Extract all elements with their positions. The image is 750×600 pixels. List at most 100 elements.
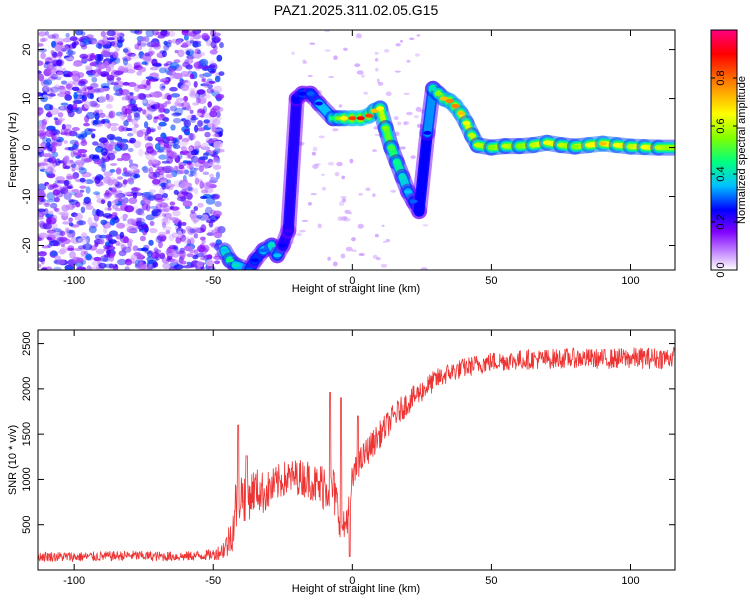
noise-blob xyxy=(41,37,48,42)
noise-blob xyxy=(54,44,62,52)
noise-blob xyxy=(101,87,110,92)
noise-blob xyxy=(46,137,52,144)
noise-blob xyxy=(124,258,132,266)
noise-blob xyxy=(399,40,404,43)
noise-blob xyxy=(390,189,396,193)
noise-blob xyxy=(129,137,137,144)
y-tick-label: -20 xyxy=(21,238,33,254)
noise-blob xyxy=(312,164,319,170)
y-tick-label: 2000 xyxy=(21,377,33,401)
noise-blob xyxy=(393,116,399,121)
noise-blob xyxy=(85,253,92,261)
noise-blob xyxy=(194,177,200,185)
noise-blob xyxy=(130,165,139,171)
noise-blob xyxy=(63,73,71,78)
noise-blob xyxy=(406,111,413,116)
ridge-point xyxy=(445,99,454,103)
noise-blob xyxy=(340,196,347,199)
noise-blob xyxy=(172,210,181,217)
noise-blob xyxy=(189,228,197,234)
noise-blob xyxy=(102,44,112,49)
noise-blob xyxy=(77,237,88,244)
noise-blob xyxy=(168,244,177,250)
noise-blob xyxy=(96,210,104,217)
spectrogram-x-label: Height of straight line (km) xyxy=(292,283,420,295)
y-tick-label: 2500 xyxy=(21,331,33,355)
noise-blob xyxy=(56,119,63,124)
noise-blob xyxy=(161,94,167,100)
noise-blob xyxy=(202,72,212,78)
noise-blob xyxy=(318,135,325,139)
noise-blob xyxy=(63,179,70,187)
noise-blob xyxy=(57,51,63,57)
noise-blob xyxy=(134,43,139,50)
noise-blob xyxy=(145,113,151,118)
noise-blob xyxy=(168,266,177,270)
ridge-point xyxy=(451,103,460,108)
noise-blob xyxy=(349,158,354,164)
noise-blob xyxy=(117,32,125,38)
noise-blob xyxy=(182,137,190,143)
noise-blob xyxy=(161,166,171,174)
noise-blob xyxy=(40,37,46,43)
noise-blob xyxy=(141,53,151,62)
noise-blob xyxy=(162,226,172,231)
noise-blob xyxy=(117,258,127,266)
noise-blob xyxy=(46,125,56,132)
noise-blob xyxy=(148,239,154,246)
noise-blob xyxy=(137,208,143,215)
noise-blob xyxy=(42,85,50,94)
noise-blob xyxy=(147,136,153,142)
noise-blob xyxy=(130,187,141,191)
noise-blob xyxy=(72,80,81,86)
noise-blob xyxy=(89,266,100,270)
noise-blob xyxy=(170,93,181,98)
noise-blob xyxy=(38,211,45,218)
noise-blob xyxy=(67,104,74,111)
noise-blob xyxy=(144,55,152,64)
noise-blob xyxy=(192,227,201,234)
noise-blob xyxy=(186,104,191,111)
noise-blob xyxy=(80,140,88,147)
noise-blob xyxy=(151,210,159,217)
noise-blob xyxy=(106,133,116,141)
noise-blob xyxy=(338,104,343,108)
noise-blob xyxy=(415,106,422,112)
noise-blob xyxy=(132,126,137,134)
ridge-point xyxy=(654,145,663,150)
noise-blob xyxy=(178,140,189,147)
noise-blob xyxy=(171,232,178,239)
noise-blob xyxy=(42,223,53,230)
noise-blob xyxy=(86,34,94,39)
noise-blob xyxy=(79,53,89,59)
ridge-point xyxy=(467,133,476,138)
noise-blob xyxy=(181,236,191,244)
noise-blob xyxy=(64,165,71,170)
noise-blob xyxy=(111,200,119,204)
noise-blob xyxy=(383,49,390,53)
noise-blob xyxy=(189,132,194,141)
noise-blob xyxy=(196,97,201,104)
noise-blob xyxy=(179,170,184,174)
noise-blob xyxy=(180,84,190,92)
noise-blob xyxy=(157,114,166,121)
noise-blob xyxy=(60,243,66,248)
noise-blob xyxy=(174,107,184,116)
noise-blob xyxy=(146,79,151,86)
y-tick-label: 20 xyxy=(21,43,33,55)
noise-blob xyxy=(76,266,86,270)
noise-blob xyxy=(131,186,139,195)
noise-blob xyxy=(169,105,178,112)
noise-blob xyxy=(147,195,157,201)
noise-blob xyxy=(207,68,217,73)
noise-blob xyxy=(129,92,134,96)
noise-blob xyxy=(200,83,210,87)
noise-blob xyxy=(310,193,318,196)
noise-blob xyxy=(127,132,134,137)
noise-blob xyxy=(128,197,138,205)
noise-blob xyxy=(183,34,189,41)
noise-blob xyxy=(189,237,195,245)
noise-blob xyxy=(196,261,204,268)
noise-blob xyxy=(44,103,52,111)
